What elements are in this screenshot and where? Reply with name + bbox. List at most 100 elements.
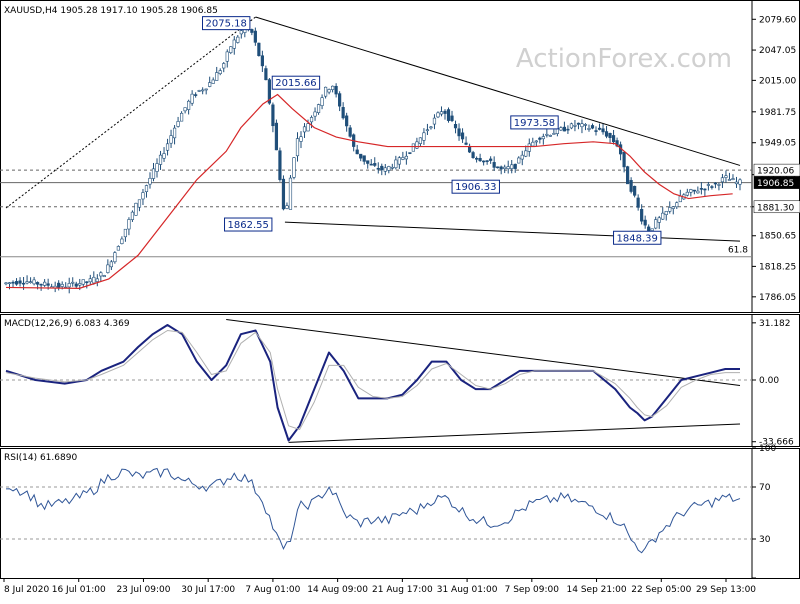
price-trendline	[255, 16, 741, 166]
candle-body	[657, 217, 661, 223]
candle-body	[545, 133, 549, 136]
candle-body	[689, 189, 693, 193]
price-y-tick-label: 2047.05	[759, 46, 796, 56]
candle-body	[102, 275, 106, 278]
candle-body	[316, 104, 321, 113]
candle-body	[717, 184, 721, 186]
candle-body	[401, 157, 405, 160]
candle-body	[222, 63, 226, 69]
candle-body	[208, 82, 212, 87]
candle-body	[323, 86, 328, 97]
candle-body	[32, 279, 36, 285]
x-tick-label: 31 Aug 01:00	[437, 585, 498, 595]
macd-title: MACD(12,26,9) 6.083 4.369	[4, 319, 130, 329]
x-tick-label: 30 Jul 17:00	[181, 585, 235, 595]
candle-body	[457, 128, 461, 137]
level-label: 1881.30	[757, 203, 794, 213]
candle-body	[274, 122, 279, 151]
candle-body	[594, 130, 598, 132]
candle-body	[460, 132, 465, 140]
candle-body	[134, 202, 138, 216]
candle-body	[524, 150, 528, 157]
price-callout-box	[224, 217, 273, 232]
candle-body	[439, 111, 444, 115]
rsi-y-tick-label: 100	[759, 444, 776, 454]
price-y-tick-label: 1949.05	[759, 139, 796, 149]
candle-body	[302, 126, 307, 133]
moving-average-line	[5, 93, 733, 289]
candle-body	[81, 279, 85, 285]
candle-body	[668, 207, 672, 212]
candle-body	[671, 206, 675, 209]
candle-body	[348, 127, 352, 137]
candle-body	[590, 125, 595, 129]
candle-body	[267, 79, 271, 104]
level-label: 1920.06	[757, 167, 794, 177]
candle-body	[654, 219, 658, 229]
candle-body	[513, 163, 517, 169]
candle-body	[675, 202, 679, 208]
candle-body	[492, 162, 496, 168]
x-tick-label: 29 Sep 13:00	[696, 585, 756, 595]
x-tick-label: 14 Sep 21:00	[567, 585, 627, 595]
candle-body	[373, 163, 377, 166]
candle-body	[443, 110, 447, 114]
macd-trendline	[226, 319, 741, 386]
candle-body	[257, 42, 261, 56]
candle-body	[661, 212, 665, 220]
candle-body	[201, 89, 205, 92]
level-label-box	[753, 163, 800, 177]
candle-body	[362, 155, 366, 162]
candle-body	[446, 109, 451, 121]
candle-body	[158, 154, 163, 165]
candle-body	[187, 100, 191, 110]
price-callout-label: 1862.55	[228, 220, 269, 231]
candle-body	[327, 89, 331, 93]
price-callout-label: 1906.33	[455, 182, 496, 193]
rsi-y-tick-label: 30	[759, 535, 771, 545]
candle-body	[278, 150, 282, 180]
candle-body	[538, 137, 542, 140]
candle-body	[204, 88, 208, 91]
candle-body	[190, 93, 194, 104]
candle-body	[120, 238, 124, 244]
candle-body	[710, 186, 714, 188]
candle-body	[148, 177, 152, 185]
candle-body	[499, 166, 503, 170]
candle-body	[573, 125, 577, 127]
candle-body	[520, 154, 524, 160]
rsi-y-tick-label: 70	[759, 483, 771, 493]
candle-body	[608, 133, 612, 138]
candle-body	[281, 178, 286, 210]
candle-body	[74, 283, 78, 287]
candle-body	[650, 228, 654, 231]
price-trendline	[284, 221, 741, 242]
candle-body	[313, 111, 317, 117]
candle-body	[703, 188, 707, 191]
macd-y-tick-label: 31.182	[759, 319, 791, 329]
candle-body	[527, 143, 531, 152]
x-tick-label: 7 Aug 01:00	[245, 585, 300, 595]
level-label-box	[753, 176, 800, 189]
level-label: 1906.85	[757, 179, 794, 189]
candle-body	[144, 185, 149, 192]
candle-body	[236, 36, 240, 43]
x-tick-label: 21 Aug 17:00	[372, 585, 433, 595]
candle-body	[580, 123, 584, 128]
candle-body	[162, 153, 166, 159]
candle-body	[464, 142, 468, 145]
candle-body	[366, 160, 370, 164]
candle-body	[359, 153, 363, 159]
candle-body	[43, 281, 47, 286]
candle-body	[576, 122, 581, 125]
candle-body	[36, 282, 40, 285]
candle-body	[183, 107, 187, 112]
candle-body	[285, 205, 289, 209]
price-y-tick-label: 2079.60	[759, 15, 796, 25]
candle-body	[436, 112, 440, 118]
candle-body	[559, 127, 563, 131]
candle-body	[11, 281, 15, 284]
candle-body	[597, 127, 602, 130]
